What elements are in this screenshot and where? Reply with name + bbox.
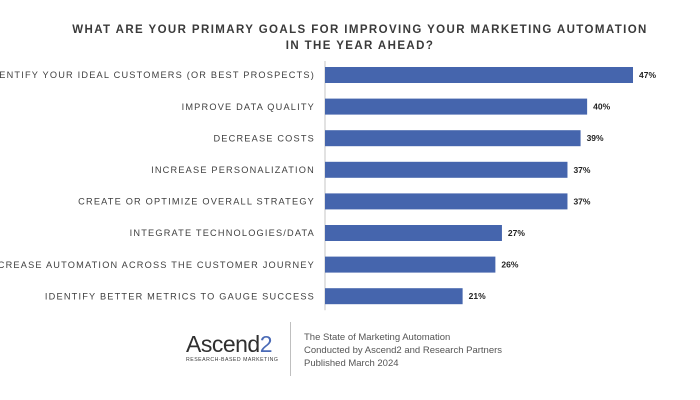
source-line-3: Published March 2024 [304, 358, 399, 369]
value-label: 37% [573, 165, 590, 175]
category-label: CREATE OR OPTIMIZE OVERALL STRATEGY [78, 197, 315, 207]
chart-title-line-2: IN THE YEAR AHEAD? [285, 40, 435, 52]
chart-title-line-1: WHAT ARE YOUR PRIMARY GOALS FOR IMPROVIN… [72, 24, 648, 36]
value-label: 39% [587, 133, 604, 143]
value-label: 21% [469, 291, 486, 301]
footer-divider [290, 322, 291, 376]
source-line-2: Conducted by Ascend2 and Research Partne… [304, 345, 503, 356]
value-label: 40% [593, 102, 610, 112]
source-line-1: The State of Marketing Automation [304, 332, 451, 343]
category-label: INCREASE AUTOMATION ACROSS THE CUSTOMER … [0, 260, 315, 270]
bar [325, 193, 568, 210]
chart-title: WHAT ARE YOUR PRIMARY GOALS FOR IMPROVIN… [60, 22, 660, 54]
value-label: 47% [639, 70, 656, 80]
category-label: DECREASE COSTS [213, 133, 315, 143]
bar-chart: IDENTIFY YOUR IDEAL CUSTOMERS (OR BEST P… [0, 61, 656, 311]
logo-tagline: RESEARCH-BASED MARKETING [186, 357, 279, 363]
category-label: INTEGRATE TECHNOLOGIES/DATA [130, 228, 315, 238]
value-label: 26% [501, 260, 518, 270]
bar [325, 161, 568, 178]
value-label: 27% [508, 228, 525, 238]
logo-wordmark: Ascend2 [186, 332, 282, 356]
category-label: IMPROVE DATA QUALITY [182, 102, 315, 112]
bar [325, 130, 581, 147]
source-note: The State of Marketing Automation Conduc… [304, 331, 502, 370]
category-label: IDENTIFY YOUR IDEAL CUSTOMERS (OR BEST P… [0, 70, 315, 80]
ascend2-logo: Ascend2 RESEARCH-BASED MARKETING [186, 332, 282, 372]
bar [325, 288, 463, 305]
category-label: IDENTIFY BETTER METRICS TO GAUGE SUCCESS [45, 291, 315, 301]
category-label: INCREASE PERSONALIZATION [151, 165, 315, 175]
bar [325, 225, 502, 241]
bar [325, 256, 496, 273]
value-label: 37% [573, 196, 590, 206]
bar [325, 67, 633, 83]
logo-number: 2 [259, 331, 273, 357]
bar [325, 98, 588, 115]
logo-word: Ascend [186, 331, 260, 357]
